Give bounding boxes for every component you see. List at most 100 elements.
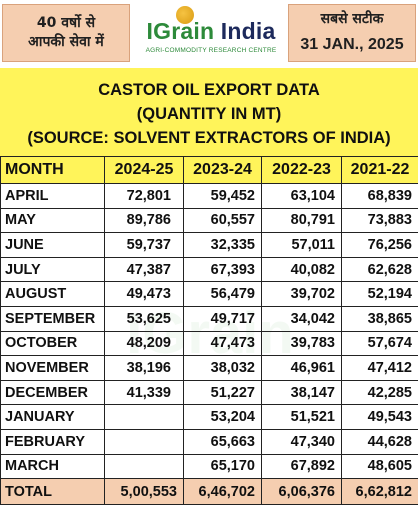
table-row: JANUARY 53,204 51,521 49,543 xyxy=(0,404,418,430)
value-cell: 44,628 xyxy=(341,428,418,455)
title-line-3: (SOURCE: SOLVENT EXTRACTORS OF INDIA) xyxy=(27,129,391,147)
value-cell: 62,628 xyxy=(341,256,418,283)
total-label: TOTAL xyxy=(0,478,105,506)
igrain-logo: IGrain India AGRI-COMMODITY RESEARCH CEN… xyxy=(136,6,286,62)
value-cell: 65,170 xyxy=(183,453,262,480)
total-row: TOTAL 5,00,553 6,46,702 6,06,376 6,62,81… xyxy=(0,478,418,506)
table-row: FEBRUARY 65,663 47,340 44,628 xyxy=(0,428,418,455)
value-cell xyxy=(104,428,184,455)
value-cell: 38,196 xyxy=(104,355,184,381)
value-cell: 47,387 xyxy=(104,256,184,283)
value-cell: 65,663 xyxy=(183,428,262,455)
value-cell: 67,892 xyxy=(261,453,342,480)
total-2022-23: 6,06,376 xyxy=(261,478,342,506)
table-row: NOVEMBER 38,196 38,032 46,961 47,412 xyxy=(0,355,418,381)
title-line-2: (QUANTITY IN MT) xyxy=(136,105,282,123)
value-cell: 59,737 xyxy=(104,232,184,258)
table-row: APRIL 72,801 59,452 63,104 68,839 xyxy=(0,183,418,209)
value-cell: 53,204 xyxy=(183,404,262,430)
month-cell: JUNE xyxy=(0,232,105,258)
month-cell: JULY xyxy=(0,256,105,283)
value-cell: 38,865 xyxy=(341,305,418,332)
value-cell: 80,791 xyxy=(261,207,342,234)
month-cell: DECEMBER xyxy=(0,379,105,406)
month-cell: JANUARY xyxy=(0,404,105,430)
table-row: MARCH 65,170 67,892 48,605 xyxy=(0,453,418,480)
value-cell: 63,104 xyxy=(261,183,342,209)
month-cell: AUGUST xyxy=(0,281,105,307)
value-cell: 51,227 xyxy=(183,379,262,406)
value-cell: 72,801 xyxy=(104,183,184,209)
value-cell xyxy=(104,453,184,480)
value-cell: 60,557 xyxy=(183,207,262,234)
total-2024-25: 5,00,553 xyxy=(104,478,184,506)
month-cell: OCTOBER xyxy=(0,330,105,357)
value-cell: 38,032 xyxy=(183,355,262,381)
table-row: AUGUST 49,473 56,479 39,702 52,194 xyxy=(0,281,418,307)
column-header-month: MONTH xyxy=(0,156,105,184)
value-cell: 46,961 xyxy=(261,355,342,381)
month-cell: FEBRUARY xyxy=(0,428,105,455)
value-cell: 39,783 xyxy=(261,330,342,357)
month-cell: MAY xyxy=(0,207,105,234)
header: 40 वर्षो से आपकी सेवा में IGrain India A… xyxy=(0,0,418,68)
column-header-2021-22: 2021-22 xyxy=(341,156,418,184)
value-cell: 57,674 xyxy=(341,330,418,357)
month-cell: NOVEMBER xyxy=(0,355,105,381)
value-cell: 51,521 xyxy=(261,404,342,430)
value-cell: 42,285 xyxy=(341,379,418,406)
column-header-2023-24: 2023-24 xyxy=(183,156,262,184)
total-2021-22: 6,62,812 xyxy=(341,478,418,506)
title-band: CASTOR OIL EXPORT DATA (QUANTITY IN MT) … xyxy=(0,68,418,156)
value-cell: 48,605 xyxy=(341,453,418,480)
title-line-1: CASTOR OIL EXPORT DATA xyxy=(98,81,320,99)
logo-tagline: AGRI-COMMODITY RESEARCH CENTRE xyxy=(145,47,277,54)
export-table: MONTH 2024-25 2023-24 2022-23 2021-22 AP… xyxy=(0,156,418,506)
table-row: MAY 89,786 60,557 80,791 73,883 xyxy=(0,207,418,234)
value-cell: 49,543 xyxy=(341,404,418,430)
value-cell: 48,209 xyxy=(104,330,184,357)
column-header-2024-25: 2024-25 xyxy=(104,156,184,184)
value-cell: 47,473 xyxy=(183,330,262,357)
value-cell: 53,625 xyxy=(104,305,184,332)
value-cell: 76,256 xyxy=(341,232,418,258)
total-2023-24: 6,46,702 xyxy=(183,478,262,506)
logo-part-2: India xyxy=(220,18,276,44)
value-cell: 56,479 xyxy=(183,281,262,307)
value-cell: 89,786 xyxy=(104,207,184,234)
table-row: OCTOBER 48,209 47,473 39,783 57,674 xyxy=(0,330,418,357)
value-cell: 47,412 xyxy=(341,355,418,381)
value-cell: 73,883 xyxy=(341,207,418,234)
value-cell: 59,452 xyxy=(183,183,262,209)
accuracy-line: सबसे सटीक xyxy=(320,10,384,27)
report-date: 31 JAN., 2025 xyxy=(300,35,404,53)
month-cell: MARCH xyxy=(0,453,105,480)
logo-part-1: IGrain xyxy=(146,18,215,44)
experience-badge: 40 वर्षो से आपकी सेवा में xyxy=(2,4,130,62)
header-row: MONTH 2024-25 2023-24 2022-23 2021-22 xyxy=(0,156,418,184)
experience-line-2: आपकी सेवा में xyxy=(28,34,104,50)
logo-title: IGrain India xyxy=(136,18,286,45)
value-cell: 68,839 xyxy=(341,183,418,209)
value-cell: 47,340 xyxy=(261,428,342,455)
table-row: SEPTEMBER 53,625 49,717 34,042 38,865 xyxy=(0,305,418,332)
value-cell: 52,194 xyxy=(341,281,418,307)
grain-icon xyxy=(176,6,194,24)
value-cell: 41,339 xyxy=(104,379,184,406)
column-header-2022-23: 2022-23 xyxy=(261,156,342,184)
value-cell: 49,717 xyxy=(183,305,262,332)
value-cell xyxy=(104,404,184,430)
table-row: DECEMBER 41,339 51,227 38,147 42,285 xyxy=(0,379,418,406)
month-cell: APRIL xyxy=(0,183,105,209)
value-cell: 49,473 xyxy=(104,281,184,307)
value-cell: 67,393 xyxy=(183,256,262,283)
date-badge: सबसे सटीक 31 JAN., 2025 xyxy=(288,4,416,62)
value-cell: 32,335 xyxy=(183,232,262,258)
value-cell: 57,011 xyxy=(261,232,342,258)
value-cell: 40,082 xyxy=(261,256,342,283)
experience-line-1: 40 वर्षो से xyxy=(36,15,96,31)
value-cell: 38,147 xyxy=(261,379,342,406)
table-row: JULY 47,387 67,393 40,082 62,628 xyxy=(0,256,418,283)
value-cell: 34,042 xyxy=(261,305,342,332)
